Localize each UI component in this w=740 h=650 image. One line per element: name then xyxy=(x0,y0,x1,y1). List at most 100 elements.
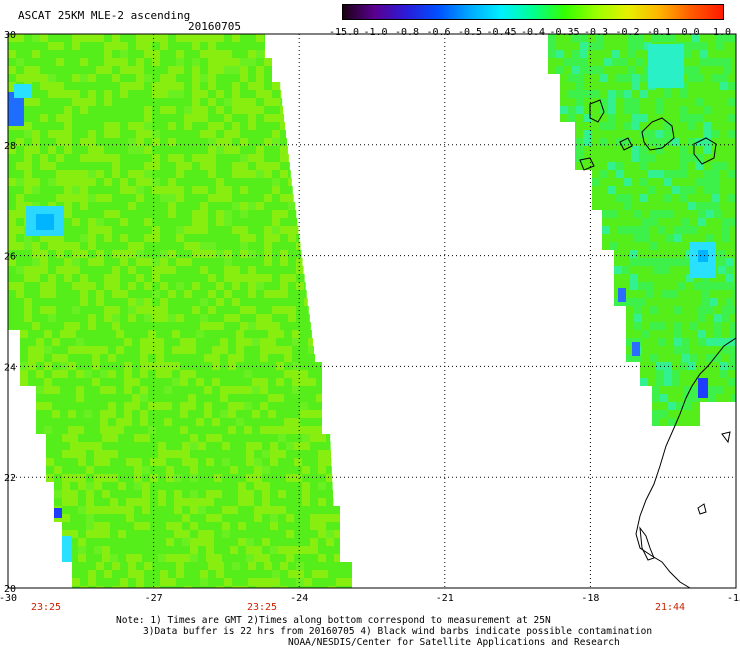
swath-pixel xyxy=(198,490,206,498)
swath-pixel xyxy=(288,154,289,162)
swath-pixel xyxy=(706,338,714,346)
swath-pixel xyxy=(80,210,88,218)
swath-pixel xyxy=(646,266,654,274)
swath-pixel xyxy=(240,586,248,588)
swath-pixel xyxy=(190,434,198,442)
swath-pixel xyxy=(144,250,152,258)
swath-pixel xyxy=(224,234,232,242)
swath-pixel xyxy=(16,322,24,330)
swath-pixel xyxy=(264,306,272,314)
swath-pixel xyxy=(588,58,596,66)
swath-pixel xyxy=(86,442,94,450)
swath-pixel xyxy=(174,530,182,538)
swath-pixel xyxy=(248,90,256,98)
swath-pixel xyxy=(40,242,48,250)
swath-pixel xyxy=(698,234,706,242)
swath-pixel xyxy=(246,490,254,498)
swath-pixel xyxy=(208,178,216,186)
swath-pixel xyxy=(722,242,730,250)
swath-pixel xyxy=(658,338,666,346)
swath-pixel xyxy=(188,346,196,354)
swath-pixel xyxy=(24,114,32,122)
swath-pixel xyxy=(316,418,322,426)
swath-pixel xyxy=(208,314,216,322)
swath-pixel xyxy=(216,178,224,186)
swath-pixel xyxy=(126,466,134,474)
swath-pixel xyxy=(240,146,248,154)
swath-pixel xyxy=(8,66,16,74)
swath-pixel xyxy=(36,354,44,362)
swath-pixel xyxy=(248,34,256,42)
swath-pixel xyxy=(128,162,136,170)
swath-pixel xyxy=(92,346,100,354)
swath-pixel xyxy=(600,178,608,186)
swath-pixel xyxy=(142,506,150,514)
swath-pixel xyxy=(24,274,32,282)
swath-pixel xyxy=(236,418,244,426)
swath-pixel xyxy=(280,586,288,588)
swath-pixel xyxy=(248,210,256,218)
swath-pixel xyxy=(182,538,190,546)
swath-pixel xyxy=(608,114,616,122)
swath-pixel xyxy=(216,194,224,202)
swath-pixel xyxy=(110,506,118,514)
swath-pixel xyxy=(40,90,48,98)
swath-pixel xyxy=(36,402,44,410)
swath-pixel xyxy=(192,98,200,106)
swath-pixel xyxy=(174,554,182,562)
swath-pixel xyxy=(684,50,692,58)
swath-pixel xyxy=(296,578,304,586)
swath-pixel xyxy=(232,298,240,306)
swath-pixel xyxy=(720,378,728,386)
swath-pixel xyxy=(284,386,292,394)
swath-pixel xyxy=(632,82,640,90)
swath-pixel xyxy=(60,402,68,410)
swath-pixel xyxy=(174,490,182,498)
swath-pixel xyxy=(176,34,184,42)
swath-pixel xyxy=(32,90,40,98)
swath-pixel xyxy=(208,562,216,570)
swath-pixel xyxy=(648,114,656,122)
swath-pixel xyxy=(198,554,206,562)
swath-pixel xyxy=(630,266,638,274)
swath-pixel xyxy=(656,370,664,378)
swath-pixel xyxy=(256,90,264,98)
swath-pixel xyxy=(176,570,184,578)
swath-pixel xyxy=(288,226,296,234)
swath-pixel xyxy=(168,130,176,138)
swath-pixel xyxy=(214,482,222,490)
swath-pixel xyxy=(728,370,736,378)
swath-pixel xyxy=(616,98,624,106)
swath-pixel xyxy=(711,122,719,130)
swath-pixel xyxy=(246,538,254,546)
swath-pixel xyxy=(280,154,288,162)
swath-pixel xyxy=(674,314,682,322)
swath-pixel xyxy=(302,458,310,466)
swath-pixel xyxy=(624,194,632,202)
swath-pixel xyxy=(8,202,16,210)
swath-pixel xyxy=(92,426,100,434)
swath-pixel xyxy=(40,298,48,306)
swath-pixel xyxy=(192,274,200,282)
swath-pixel xyxy=(686,298,694,306)
swath-pixel xyxy=(160,186,168,194)
swath-pixel xyxy=(575,138,583,146)
swath-pixel xyxy=(8,82,16,90)
swath-pixel xyxy=(696,202,704,210)
swath-pixel xyxy=(600,82,608,90)
swath-pixel xyxy=(152,178,160,186)
swath-pixel xyxy=(240,202,248,210)
swath-pixel xyxy=(592,74,600,82)
swath-pixel xyxy=(52,410,60,418)
swath-pixel xyxy=(72,154,80,162)
swath-pixel xyxy=(192,34,200,42)
swath-pixel xyxy=(64,234,72,242)
swath-pixel xyxy=(176,106,184,114)
swath-pixel xyxy=(687,130,695,138)
swath-pixel xyxy=(240,178,248,186)
swath-pixel xyxy=(288,562,296,570)
swath-pixel xyxy=(80,90,88,98)
swath-pixel xyxy=(224,42,232,50)
swath-pixel xyxy=(56,74,64,82)
swath-pixel xyxy=(152,282,160,290)
